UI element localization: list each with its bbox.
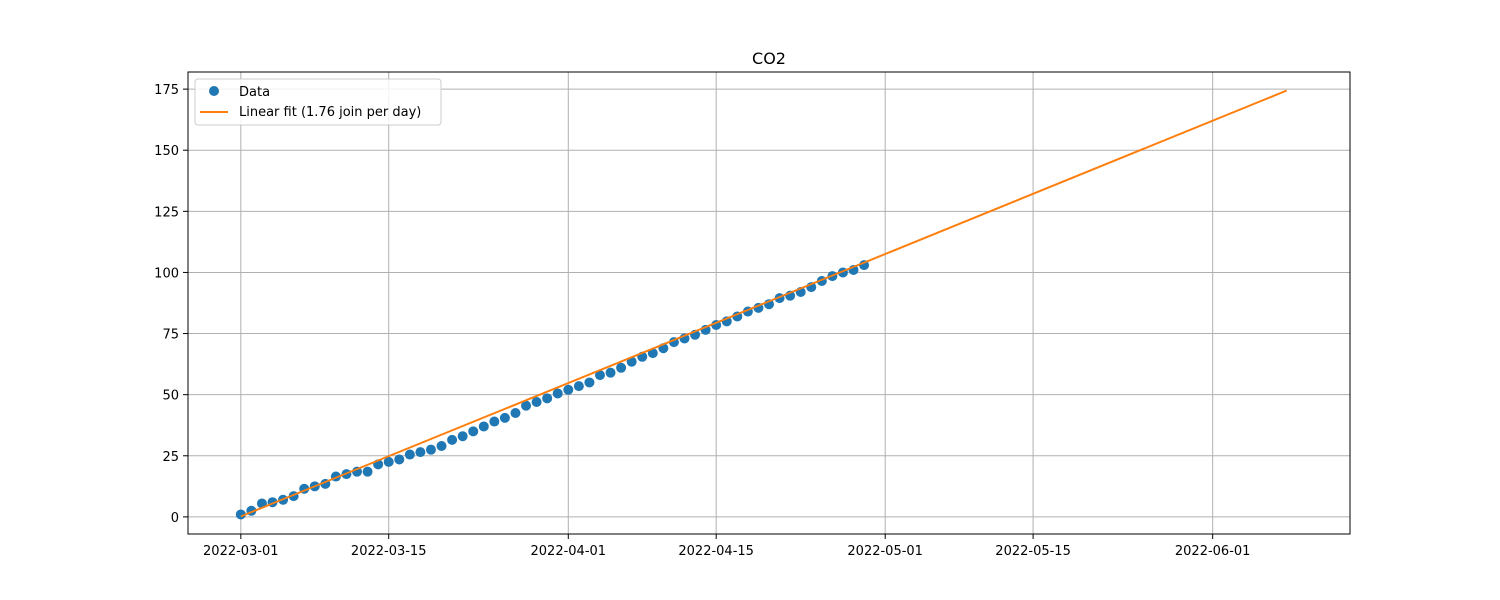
y-tick-label: 50 [162, 389, 179, 404]
x-tick-label: 2022-04-15 [678, 544, 754, 559]
x-axis: 2022-03-01 2022-03-15 2022-04-01 2022-04-15… [203, 534, 1250, 559]
legend: Data Linear fit (1.76 join per day) [194, 78, 442, 126]
data-point [584, 377, 595, 388]
data-point [859, 260, 870, 271]
data-point [542, 393, 553, 404]
legend-label-fit: Linear fit (1.76 join per day) [239, 105, 421, 120]
data-point [394, 454, 405, 465]
x-tick-label: 2022-06-01 [1175, 544, 1251, 559]
y-tick-label: 75 [162, 328, 179, 343]
data-point [499, 412, 510, 423]
data-point [383, 456, 394, 467]
data-point [478, 421, 489, 432]
x-tick-label: 2022-03-01 [203, 544, 279, 559]
data-point [616, 362, 627, 373]
data-point [436, 441, 447, 451]
data-point [531, 397, 542, 407]
legend-marker-data [209, 86, 219, 96]
data-point [235, 509, 246, 520]
data-point [457, 431, 468, 442]
y-tick-label: 100 [154, 266, 179, 281]
y-tick-label: 175 [154, 83, 179, 98]
plot-area-frame [187, 71, 1351, 535]
data-point [552, 388, 563, 399]
data-point [510, 408, 521, 418]
data-point [425, 444, 436, 455]
x-tick-label: 2022-05-01 [847, 544, 923, 559]
data-point [594, 370, 605, 381]
data-point [415, 447, 426, 458]
data-point [573, 381, 584, 392]
fit-line-overlay [240, 89, 1287, 518]
y-tick-label: 125 [154, 205, 179, 220]
data-point [521, 400, 532, 411]
legend-frame [194, 78, 442, 126]
y-tick-label: 0 [171, 511, 179, 526]
x-tick-label: 2022-05-15 [995, 544, 1071, 559]
y-tick-label: 25 [162, 450, 179, 465]
data-point [447, 434, 458, 445]
legend-label-data: Data [239, 85, 270, 100]
data-point [468, 426, 479, 437]
data-points-layer [235, 89, 1287, 520]
y-tick-label: 150 [154, 144, 179, 159]
data-point [605, 367, 616, 378]
grid [188, 72, 1350, 534]
x-tick-label: 2022-03-15 [351, 544, 427, 559]
data-point [362, 466, 373, 477]
chart-title: CO2 [752, 49, 786, 68]
y-axis: 0 25 50 75 100 125 150 175 [154, 83, 188, 526]
data-point [563, 384, 574, 395]
x-tick-label: 2022-04-01 [531, 544, 607, 559]
data-point [489, 416, 500, 427]
data-point [404, 449, 415, 460]
